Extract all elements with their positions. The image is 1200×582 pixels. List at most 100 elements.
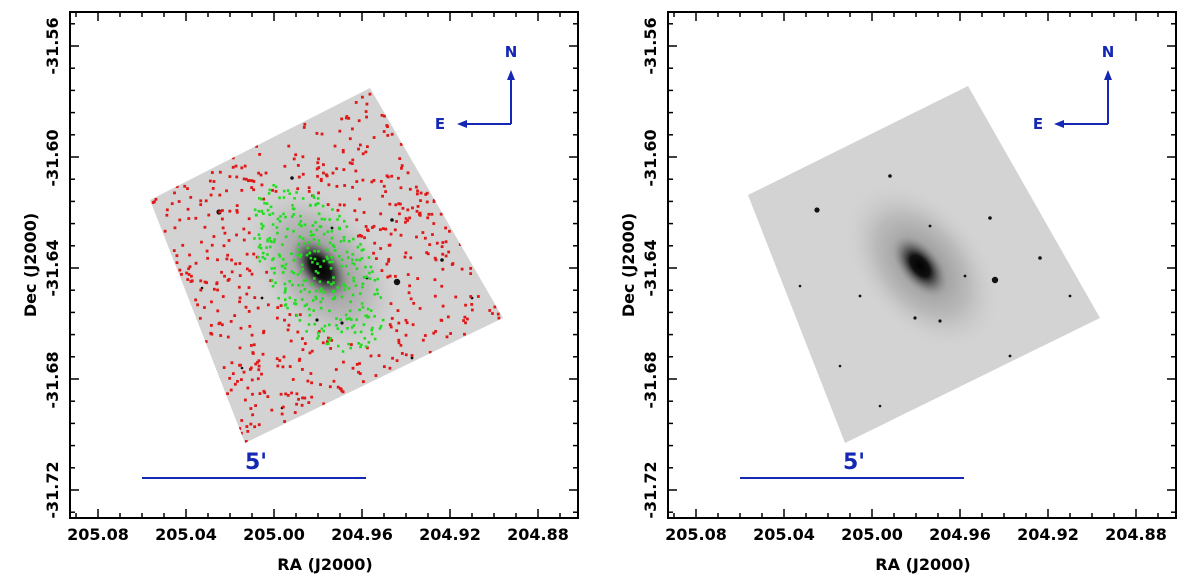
red-marker — [409, 256, 413, 260]
red-marker — [358, 143, 362, 147]
green-marker — [349, 346, 352, 350]
red-marker — [260, 372, 263, 376]
green-marker — [328, 241, 332, 245]
red-marker — [384, 190, 387, 194]
red-marker — [440, 284, 444, 288]
green-marker — [316, 337, 319, 340]
green-marker — [315, 202, 318, 206]
green-marker — [378, 327, 382, 330]
green-marker — [368, 277, 372, 281]
red-marker — [274, 189, 278, 193]
green-marker — [346, 256, 350, 259]
red-marker — [221, 295, 225, 298]
red-marker — [319, 179, 323, 183]
green-marker — [265, 202, 269, 205]
red-marker — [372, 251, 375, 255]
red-marker — [408, 284, 412, 288]
green-marker — [301, 197, 305, 200]
green-marker — [292, 271, 296, 275]
red-marker — [204, 340, 208, 344]
red-marker — [251, 351, 255, 354]
green-marker — [349, 300, 353, 304]
green-marker — [328, 260, 332, 264]
x-tick-label: 204.96 — [929, 525, 991, 544]
green-marker — [258, 259, 262, 263]
green-marker — [331, 260, 334, 264]
green-marker — [301, 267, 304, 271]
red-marker — [381, 194, 384, 198]
red-marker — [252, 188, 255, 192]
red-marker — [399, 343, 403, 347]
red-marker — [278, 359, 282, 362]
green-marker — [337, 226, 341, 230]
green-marker — [284, 289, 287, 292]
red-marker — [204, 199, 208, 203]
green-marker — [340, 295, 344, 299]
star-point — [150, 204, 152, 208]
red-marker — [386, 134, 390, 137]
red-marker — [327, 183, 331, 187]
green-marker — [359, 292, 362, 295]
star-point — [410, 356, 414, 360]
y-tick-label: -31.60 — [641, 129, 660, 186]
green-marker — [328, 218, 332, 221]
red-marker — [387, 259, 390, 263]
red-marker — [369, 354, 373, 358]
x-tick-labels: 205.08 205.04 205.00 204.96 204.92 204.8… — [665, 525, 1167, 544]
green-marker — [316, 262, 319, 265]
star-point — [838, 364, 842, 368]
red-marker — [194, 298, 198, 302]
red-marker — [245, 425, 249, 428]
green-marker — [358, 258, 362, 262]
red-marker — [389, 302, 393, 306]
green-marker — [352, 276, 355, 280]
y-tick-label: -31.64 — [641, 239, 660, 296]
red-marker — [249, 366, 253, 370]
red-marker — [396, 176, 400, 180]
star-point — [1037, 181, 1043, 187]
red-marker — [230, 258, 233, 262]
star-point — [200, 286, 204, 290]
red-marker — [388, 323, 392, 327]
red-marker — [389, 232, 393, 236]
red-marker — [434, 258, 438, 262]
red-marker — [225, 257, 229, 261]
green-marker — [313, 322, 317, 326]
star-point — [290, 176, 294, 180]
green-marker — [330, 282, 333, 286]
green-marker — [305, 330, 308, 333]
red-marker — [307, 190, 311, 193]
red-marker — [210, 332, 214, 336]
green-marker — [353, 262, 356, 266]
red-marker — [230, 270, 234, 274]
green-marker — [359, 330, 363, 334]
red-marker — [381, 227, 385, 231]
x-tick-label: 205.00 — [243, 525, 305, 544]
red-marker — [229, 320, 233, 323]
red-marker — [375, 257, 378, 260]
green-marker — [328, 309, 331, 313]
red-marker — [207, 213, 211, 217]
red-marker — [225, 189, 228, 193]
red-marker — [387, 257, 391, 261]
green-marker — [312, 309, 316, 312]
red-marker — [173, 191, 176, 195]
red-marker — [286, 328, 290, 332]
red-marker — [469, 295, 473, 298]
green-marker — [322, 259, 326, 263]
red-marker — [380, 113, 384, 117]
red-marker — [439, 212, 443, 216]
star-point — [330, 226, 334, 230]
y-tick-label: -31.56 — [43, 17, 62, 74]
green-marker — [359, 345, 362, 349]
red-marker — [302, 126, 306, 129]
red-marker — [188, 265, 192, 269]
red-marker — [239, 363, 242, 367]
red-marker — [190, 279, 194, 283]
green-marker — [313, 249, 316, 253]
green-marker — [303, 223, 307, 227]
red-marker — [291, 378, 295, 381]
green-marker — [361, 285, 364, 289]
green-marker — [266, 208, 270, 212]
x-tick-label: 205.00 — [841, 525, 903, 544]
